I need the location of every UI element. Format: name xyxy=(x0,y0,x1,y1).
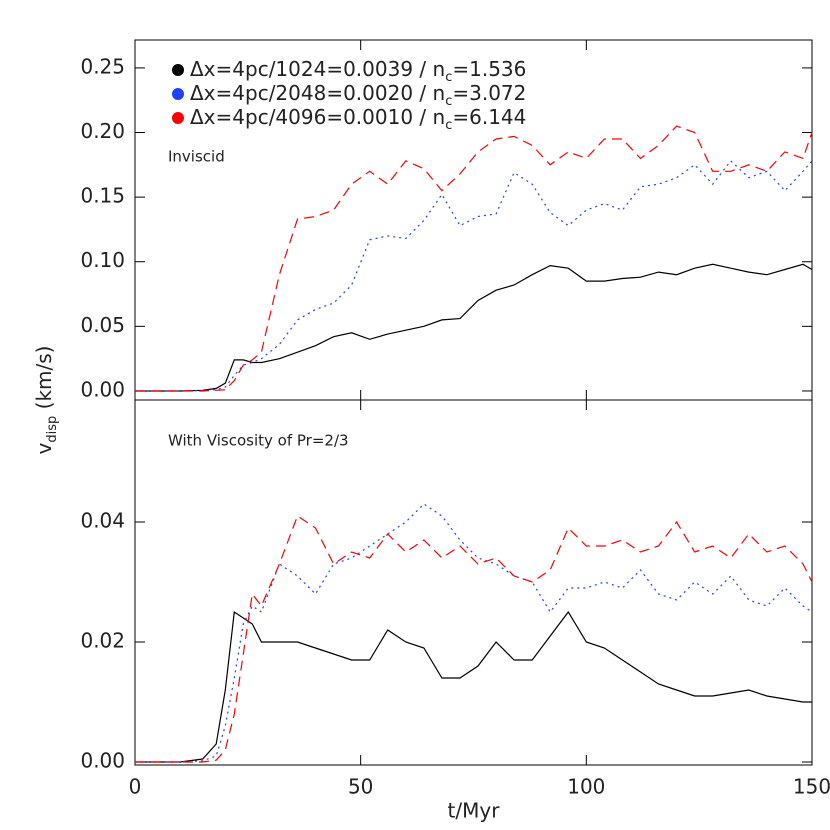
subscript: c xyxy=(445,118,452,133)
x-axis-label: t/Myr xyxy=(448,799,501,823)
text-part: Δx=4pc/4096=0.0010 / n xyxy=(190,105,445,129)
x-tick-label: 100 xyxy=(567,775,605,799)
y-tick-label: 0.04 xyxy=(80,508,125,532)
y-tick-label: 0.25 xyxy=(80,54,125,78)
legend-label: Δx=4pc/2048=0.0020 / nc=3.072 xyxy=(190,81,526,110)
y-tick-label: 0.10 xyxy=(80,248,125,272)
text-part: =3.072 xyxy=(452,81,526,105)
annotation: With Viscosity of Pr=2/3 xyxy=(168,432,349,450)
y-tick-label: 0.00 xyxy=(80,377,125,401)
legend-marker xyxy=(172,88,184,100)
text-part: Δx=4pc/1024=0.0039 / n xyxy=(190,57,445,81)
data-line xyxy=(135,125,813,392)
y-axis-label: vdisp (km/s) xyxy=(32,346,61,455)
y-tick-label: 0.20 xyxy=(80,119,125,143)
text-part: Δx=4pc/2048=0.0020 / n xyxy=(190,81,445,105)
y-tick-label: 0.00 xyxy=(80,749,125,773)
data-line xyxy=(135,263,813,392)
legend-marker xyxy=(172,64,184,76)
x-tick-label: 150 xyxy=(793,775,830,799)
data-line xyxy=(135,515,813,763)
legend-label: Δx=4pc/1024=0.0039 / nc=1.536 xyxy=(190,57,526,86)
text-part: =1.536 xyxy=(452,57,526,81)
x-tick-label: 0 xyxy=(129,775,142,799)
annotation: Inviscid xyxy=(168,148,225,166)
data-line xyxy=(135,610,812,763)
legend-marker xyxy=(172,112,184,124)
y-tick-label: 0.05 xyxy=(80,313,125,337)
y-tick-label: 0.15 xyxy=(80,184,125,208)
subscript: c xyxy=(445,70,452,85)
x-tick-label: 50 xyxy=(348,775,373,799)
text-part: =6.144 xyxy=(452,105,526,129)
data-line xyxy=(135,503,813,763)
data-line xyxy=(135,160,813,392)
text-part: v xyxy=(32,442,56,454)
legend-label: Δx=4pc/4096=0.0010 / nc=6.144 xyxy=(190,105,526,134)
subscript: c xyxy=(445,94,452,109)
frame xyxy=(134,39,813,766)
text-part: (km/s) xyxy=(32,346,56,416)
y-tick-label: 0.02 xyxy=(80,628,125,652)
subscript: disp xyxy=(45,416,60,443)
